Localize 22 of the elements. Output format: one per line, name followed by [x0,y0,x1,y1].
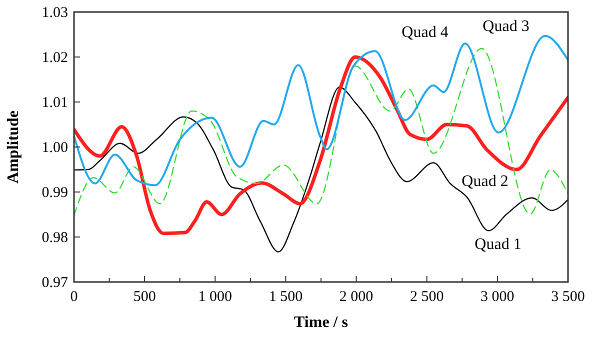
y-tick-label: 1.02 [42,50,68,66]
y-tick-label: 1.01 [42,95,68,111]
y-tick-label: 0.98 [42,230,68,246]
x-axis-title: Time / s [294,314,348,331]
line-series [74,86,568,252]
y-tick-label: 0.97 [42,275,68,291]
y-axis-title: Amplitude [5,110,22,184]
series-label: Quad 2 [462,173,508,190]
x-tick-label: 3 500 [551,289,585,305]
y-tick-label: 1.03 [42,5,68,21]
x-tick-label: 2 500 [410,289,444,305]
series-label: Quad 1 [474,236,522,253]
x-tick-label: 1 000 [198,289,232,305]
series-label: Quad 4 [402,24,448,41]
x-tick-label: 2 000 [339,289,374,305]
y-tick-label: 1.00 [42,140,68,156]
x-tick-label: 1 500 [268,289,303,305]
x-tick-label: 3 000 [480,289,514,305]
series-label: Quad 3 [482,18,530,35]
x-tick-label: 500 [133,289,156,305]
x-tick-label: 0 [70,289,78,305]
y-tick-label: 0.99 [42,185,68,201]
